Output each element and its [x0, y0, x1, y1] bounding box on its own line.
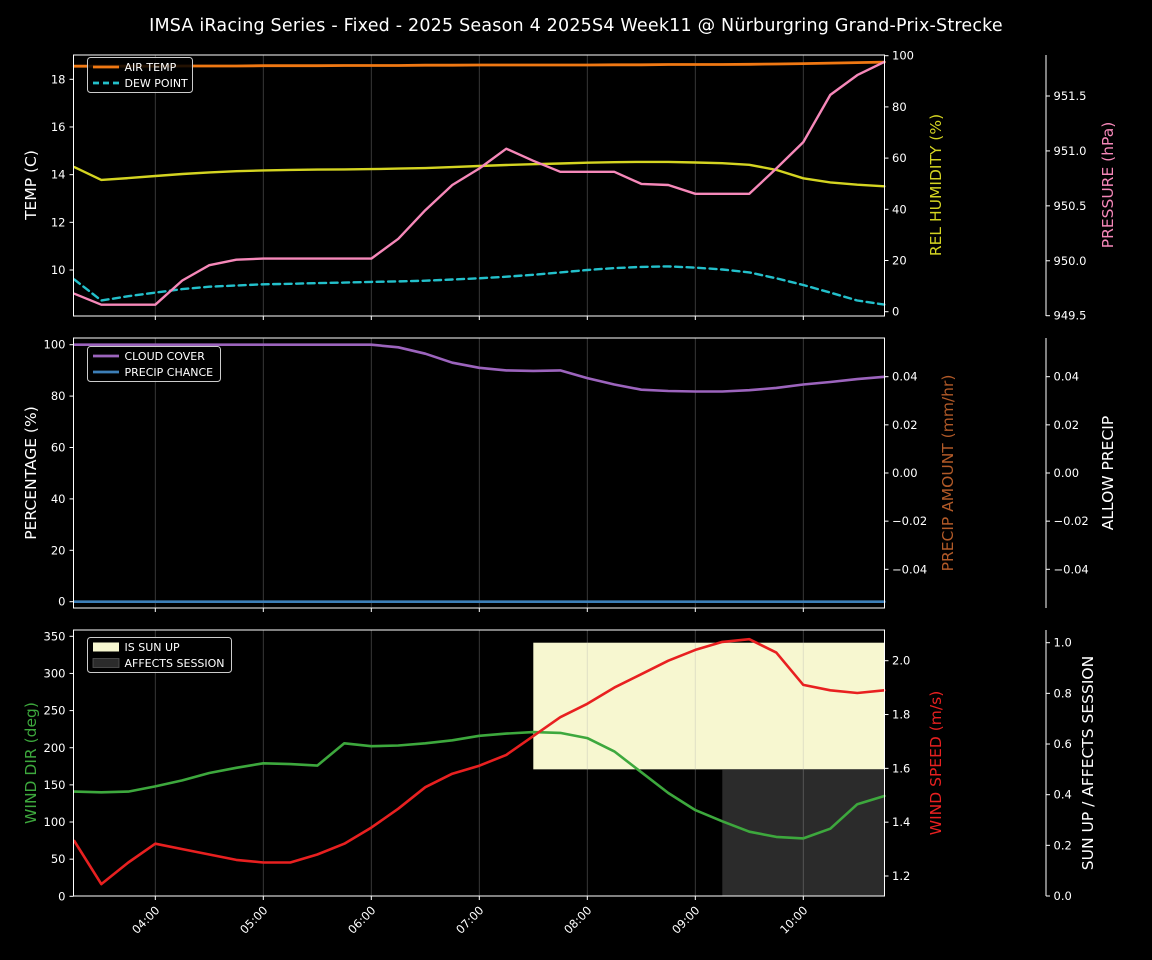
y-tick-label: 60 [51, 441, 66, 455]
legend-panel-2: CLOUD COVER PRECIP CHANCE [87, 346, 221, 382]
y-tick-label: 80 [892, 100, 907, 114]
y-tick-label: 0.0 [1054, 889, 1072, 903]
y-tick-label: 0.00 [892, 466, 918, 480]
y-tick-label: 250 [44, 704, 66, 718]
y-tick-label: 950.5 [1054, 199, 1087, 213]
x-tick-label: 04:00 [129, 903, 162, 936]
legend-label: AFFECTS SESSION [125, 657, 225, 670]
y-tick-label: 10 [51, 263, 66, 277]
panel-temperature-humidity-pressure: 10 12 14 16 18 0 20 40 60 80 100 949.5 950.0 950.5 951… [51, 49, 1087, 323]
y-tick-label: 20 [51, 543, 66, 557]
y-tick-label: 12 [51, 215, 66, 229]
is-sun-up-legend-patch [93, 642, 119, 652]
y-tick-label: −0.04 [892, 562, 927, 576]
y-tick-label: −0.02 [1054, 514, 1089, 528]
y-tick-label: 0.00 [1054, 466, 1080, 480]
wind-dir-line [73, 730, 886, 840]
y-tick-label: 14 [51, 168, 66, 182]
x-tick-label: 08:00 [561, 903, 594, 936]
pressure-line [73, 60, 886, 306]
x-tick-label: 07:00 [453, 903, 486, 936]
y-tick-label: 0.02 [1054, 418, 1080, 432]
y-tick-label: 1.2 [892, 869, 910, 883]
y-tick-label: 20 [892, 254, 907, 268]
air-temp-line [72, 60, 886, 68]
dew-point-line [73, 265, 886, 306]
panel-wind-sun: 04:00 05:00 06:00 07:00 08:00 09:00 10:00 0 50 10… [44, 629, 1072, 936]
legend-label: IS SUN UP [125, 641, 181, 654]
y-tick-label: 150 [44, 778, 66, 792]
axis-label-rel-humidity: REL HUMIDITY (%) [927, 113, 945, 257]
axis-label-sun-up-affects: SUN UP / AFFECTS SESSION [1079, 655, 1097, 871]
legend-label: AIR TEMP [125, 61, 177, 74]
y-tick-label: 16 [51, 120, 66, 134]
y-tick-label: 100 [44, 815, 66, 829]
y-tick-label: 60 [892, 151, 907, 165]
y-tick-label: 40 [51, 492, 66, 506]
legend-label: PRECIP CHANCE [125, 366, 214, 379]
rel-humidity-line [73, 160, 886, 188]
y-tick-label: 951.5 [1054, 89, 1087, 103]
y-tick-label: 0.02 [892, 418, 918, 432]
y-tick-label: 100 [892, 49, 914, 63]
affects-session-legend-patch [92, 658, 120, 668]
y-tick-label: 80 [51, 389, 66, 403]
y-tick-label: 1.8 [892, 708, 910, 722]
figure-title: IMSA iRacing Series - Fixed - 2025 Seaso… [149, 16, 1003, 36]
wind-speed-line [73, 637, 886, 886]
y-tick-label: 2.0 [892, 654, 910, 668]
y-tick-label: 1.6 [892, 761, 910, 775]
y-tick-label: 100 [44, 338, 66, 352]
y-tick-label: 951.0 [1054, 144, 1087, 158]
axis-label-percentage: PERCENTAGE (%) [22, 406, 40, 540]
y-tick-label: 300 [44, 666, 66, 680]
y-tick-label: 1.4 [892, 815, 910, 829]
is-sun-up-region [533, 642, 885, 770]
x-tick-label: 09:00 [669, 903, 702, 936]
legend-label: CLOUD COVER [125, 350, 206, 363]
y-tick-label: 0.8 [1054, 686, 1072, 700]
legend-panel-3: IS SUN UP AFFECTS SESSION [87, 637, 232, 673]
y-tick-label: 949.5 [1054, 309, 1087, 323]
axis-label-wind-dir: WIND DIR (deg) [22, 702, 40, 824]
y-tick-label: 18 [51, 72, 66, 86]
y-tick-label: 0 [58, 889, 65, 903]
y-tick-label: 40 [892, 202, 907, 216]
y-tick-label: 0.4 [1054, 788, 1072, 802]
y-tick-label: 200 [44, 741, 66, 755]
y-tick-label: 350 [44, 629, 66, 643]
axis-label-pressure: PRESSURE (hPa) [1099, 121, 1117, 249]
y-tick-label: 0.6 [1054, 737, 1072, 751]
y-tick-label: −0.02 [892, 514, 927, 528]
legend-label: DEW POINT [125, 77, 189, 90]
axis-label-allow-precip: ALLOW PRECIP [1099, 415, 1117, 531]
y-tick-label: 950.0 [1054, 254, 1087, 268]
y-tick-label: −0.04 [1054, 562, 1089, 576]
x-tick-label: 05:00 [237, 903, 270, 936]
y-tick-label: 0.04 [1054, 370, 1080, 384]
legend-panel-1: AIR TEMP DEW POINT [87, 57, 193, 93]
axis-label-precip-amount: PRECIP AMOUNT (mm/hr) [939, 374, 957, 572]
legend-box [87, 637, 232, 673]
cloud-cover-line [73, 343, 886, 393]
y-tick-label: 50 [51, 852, 66, 866]
y-tick-label: 0.2 [1054, 838, 1072, 852]
y-tick-label: 0.04 [892, 370, 918, 384]
x-tick-label: 06:00 [345, 903, 378, 936]
axis-label-wind-speed: WIND SPEED (m/s) [927, 690, 945, 836]
legend-box [87, 346, 221, 382]
y-tick-label: 0 [892, 305, 899, 319]
y-tick-label: 1.0 [1054, 636, 1072, 650]
panel-cloud-precip: 0 20 40 60 80 100 0.04 0.02 0.00 −0.02 −0.04 0.04 0.… [44, 337, 1089, 612]
axis-label-temp: TEMP (C) [22, 150, 40, 220]
x-tick-label: 10:00 [777, 903, 810, 936]
y-tick-label: 0 [58, 595, 65, 609]
